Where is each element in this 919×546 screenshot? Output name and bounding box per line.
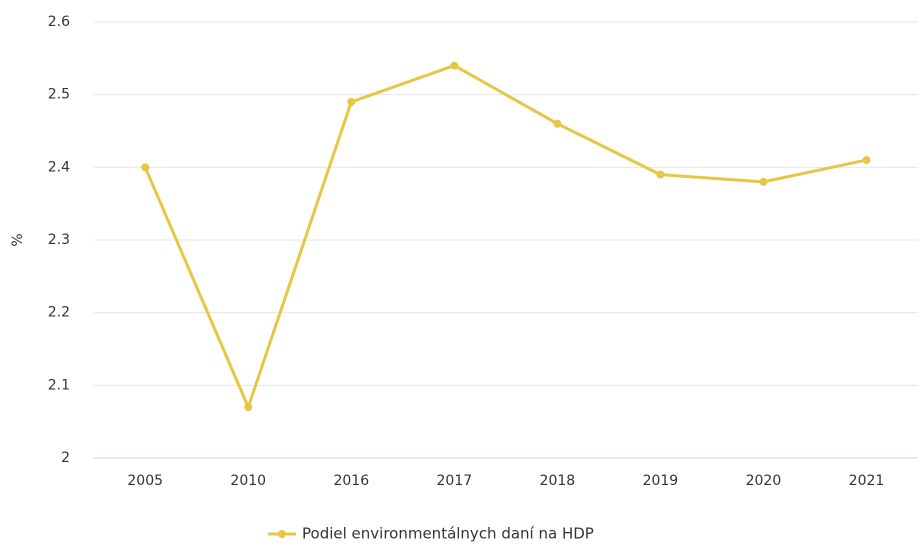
- y-tick-label: 2.5: [48, 87, 70, 103]
- x-tick-label: 2005: [127, 473, 163, 489]
- y-axis-label: %: [10, 233, 26, 246]
- y-tick-label: 2.3: [48, 232, 70, 248]
- x-tick-label: 2021: [849, 473, 885, 489]
- legend-label: Podiel environmentálnych daní na HDP: [302, 525, 594, 543]
- point: [141, 163, 150, 172]
- y-tick-label: 2.4: [48, 159, 70, 175]
- y-tick-label: 2.1: [48, 377, 70, 393]
- x-tick-label: 2018: [540, 473, 576, 489]
- point: [656, 170, 665, 179]
- x-tick-label: 2017: [437, 473, 473, 489]
- point: [759, 177, 768, 186]
- y-tick-label: 2.6: [48, 14, 70, 30]
- point: [862, 156, 871, 165]
- series-line: [143, 64, 867, 409]
- point: [553, 119, 562, 128]
- y-tick-label: 2.2: [48, 305, 70, 321]
- x-tick-label: 2019: [643, 473, 679, 489]
- x-tick-label: 2020: [746, 473, 782, 489]
- x-tick-label: 2016: [333, 473, 369, 489]
- point: [347, 97, 356, 106]
- x-tick-label: 2010: [230, 473, 266, 489]
- point: [244, 403, 253, 412]
- point: [450, 61, 459, 70]
- legend-marker: [278, 530, 286, 538]
- y-tick-label: 2: [61, 450, 70, 466]
